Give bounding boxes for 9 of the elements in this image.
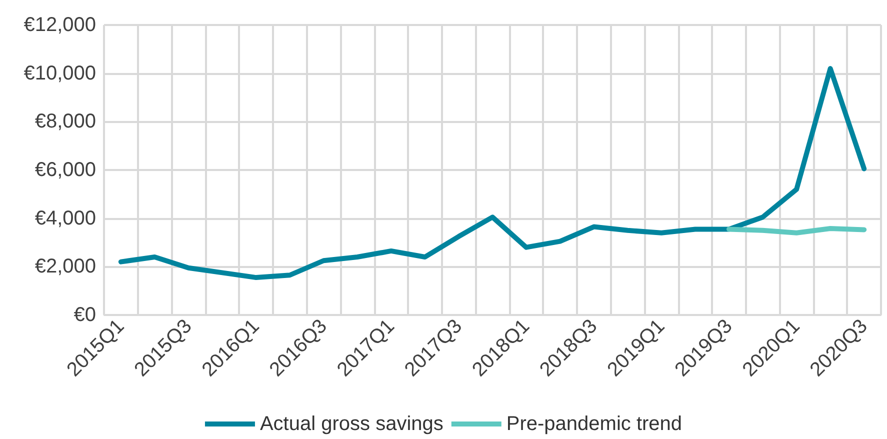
y-tick-label: €10,000 (24, 62, 96, 84)
y-tick-label: €6,000 (34, 159, 96, 181)
y-tick-label: €4,000 (34, 207, 96, 230)
legend-label: Actual gross savings (260, 413, 444, 435)
legend-label: Pre-pandemic trend (506, 413, 682, 435)
y-tick-label: €2,000 (34, 256, 96, 278)
y-tick-label: €0 (74, 304, 96, 326)
y-tick-label: €8,000 (34, 110, 96, 133)
y-tick-label: €12,000 (24, 14, 96, 36)
